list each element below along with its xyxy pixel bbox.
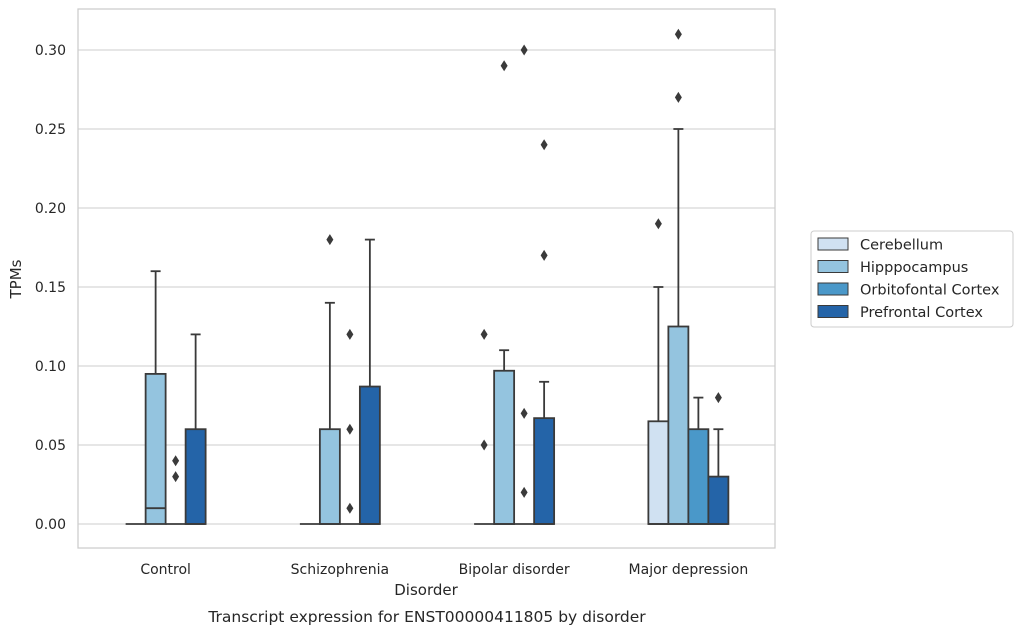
outlier-point: [520, 486, 528, 498]
outlier-point: [540, 139, 548, 151]
legend-label: Hipppocampus: [860, 260, 968, 276]
box-1-3: [358, 238, 381, 525]
legend-label: Prefrontal Cortex: [860, 305, 983, 321]
box-body: [707, 475, 730, 525]
outlier-point: [326, 234, 334, 246]
outlier-point: [500, 60, 508, 72]
boxes: [125, 28, 730, 525]
box-body: [647, 420, 670, 525]
box-3-0: [647, 218, 670, 525]
x-axis-label: Disorder: [394, 581, 458, 599]
box-1-2: [339, 328, 360, 525]
outlier-point: [674, 28, 682, 40]
outlier-point: [172, 471, 180, 483]
outlier-point: [714, 392, 722, 404]
legend-swatch: [817, 260, 849, 273]
box-1-1: [318, 234, 341, 525]
outlier-point: [346, 423, 354, 435]
plot-frame: [77, 8, 776, 549]
x-tick-label: Control: [140, 562, 191, 578]
box-body: [318, 428, 341, 525]
outlier-point: [654, 218, 662, 230]
y-axis-label: TPMs: [7, 259, 25, 299]
chart-caption: Transcript expression for ENST0000041180…: [207, 608, 646, 626]
box-body: [533, 417, 556, 525]
y-tick-label: 0.30: [35, 43, 66, 59]
box-body: [687, 428, 710, 525]
outlier-point: [346, 328, 354, 340]
outlier-point: [674, 91, 682, 103]
outlier-point: [520, 407, 528, 419]
y-tick-label: 0.20: [35, 201, 66, 217]
x-tick-labels: Control Schizophrenia Bipolar disorder Majo…: [140, 562, 748, 578]
y-tick-label: 0.00: [35, 517, 66, 533]
box-2-0: [474, 328, 495, 525]
box-3-1: [667, 28, 690, 525]
box-body: [358, 385, 381, 525]
legend: Cerebellum Hipppocampus Orbitofontal Corte…: [810, 230, 1014, 328]
legend-frame: [810, 230, 1014, 328]
box-2-3: [533, 139, 556, 525]
box-body: [667, 325, 690, 525]
box-0-2: [165, 455, 186, 525]
box-0-1: [144, 270, 167, 525]
box-body: [493, 369, 516, 525]
box-2-2: [514, 44, 535, 525]
outlier-point: [540, 249, 548, 261]
y-tick-label: 0.15: [35, 280, 66, 296]
y-tick-label: 0.25: [35, 122, 66, 138]
legend-swatch: [817, 237, 849, 251]
legend-swatch: [817, 305, 849, 318]
box-3-2: [687, 396, 710, 525]
outlier-point: [480, 328, 488, 340]
outlier-point: [480, 439, 488, 451]
box-3-3: [707, 392, 730, 525]
outlier-point: [172, 455, 180, 467]
y-tick-label: 0.05: [35, 438, 66, 454]
y-tick-label: 0.10: [35, 359, 66, 375]
x-tick-label: Schizophrenia: [291, 562, 389, 578]
legend-label: Cerebellum: [860, 238, 943, 254]
y-tick-labels: 0.00 0.05 0.10 0.15 0.20 0.25 0.30: [35, 43, 66, 533]
legend-label: Orbitofontal Cortex: [860, 283, 1000, 299]
box-2-1: [493, 60, 516, 525]
outlier-point: [346, 502, 354, 514]
outlier-point: [520, 44, 528, 56]
x-tick-label: Bipolar disorder: [459, 562, 570, 578]
box-body: [184, 428, 207, 525]
legend-swatch: [817, 282, 849, 296]
x-tick-label: Major depression: [629, 562, 749, 578]
box-body: [144, 372, 167, 525]
box-0-3: [184, 333, 207, 525]
